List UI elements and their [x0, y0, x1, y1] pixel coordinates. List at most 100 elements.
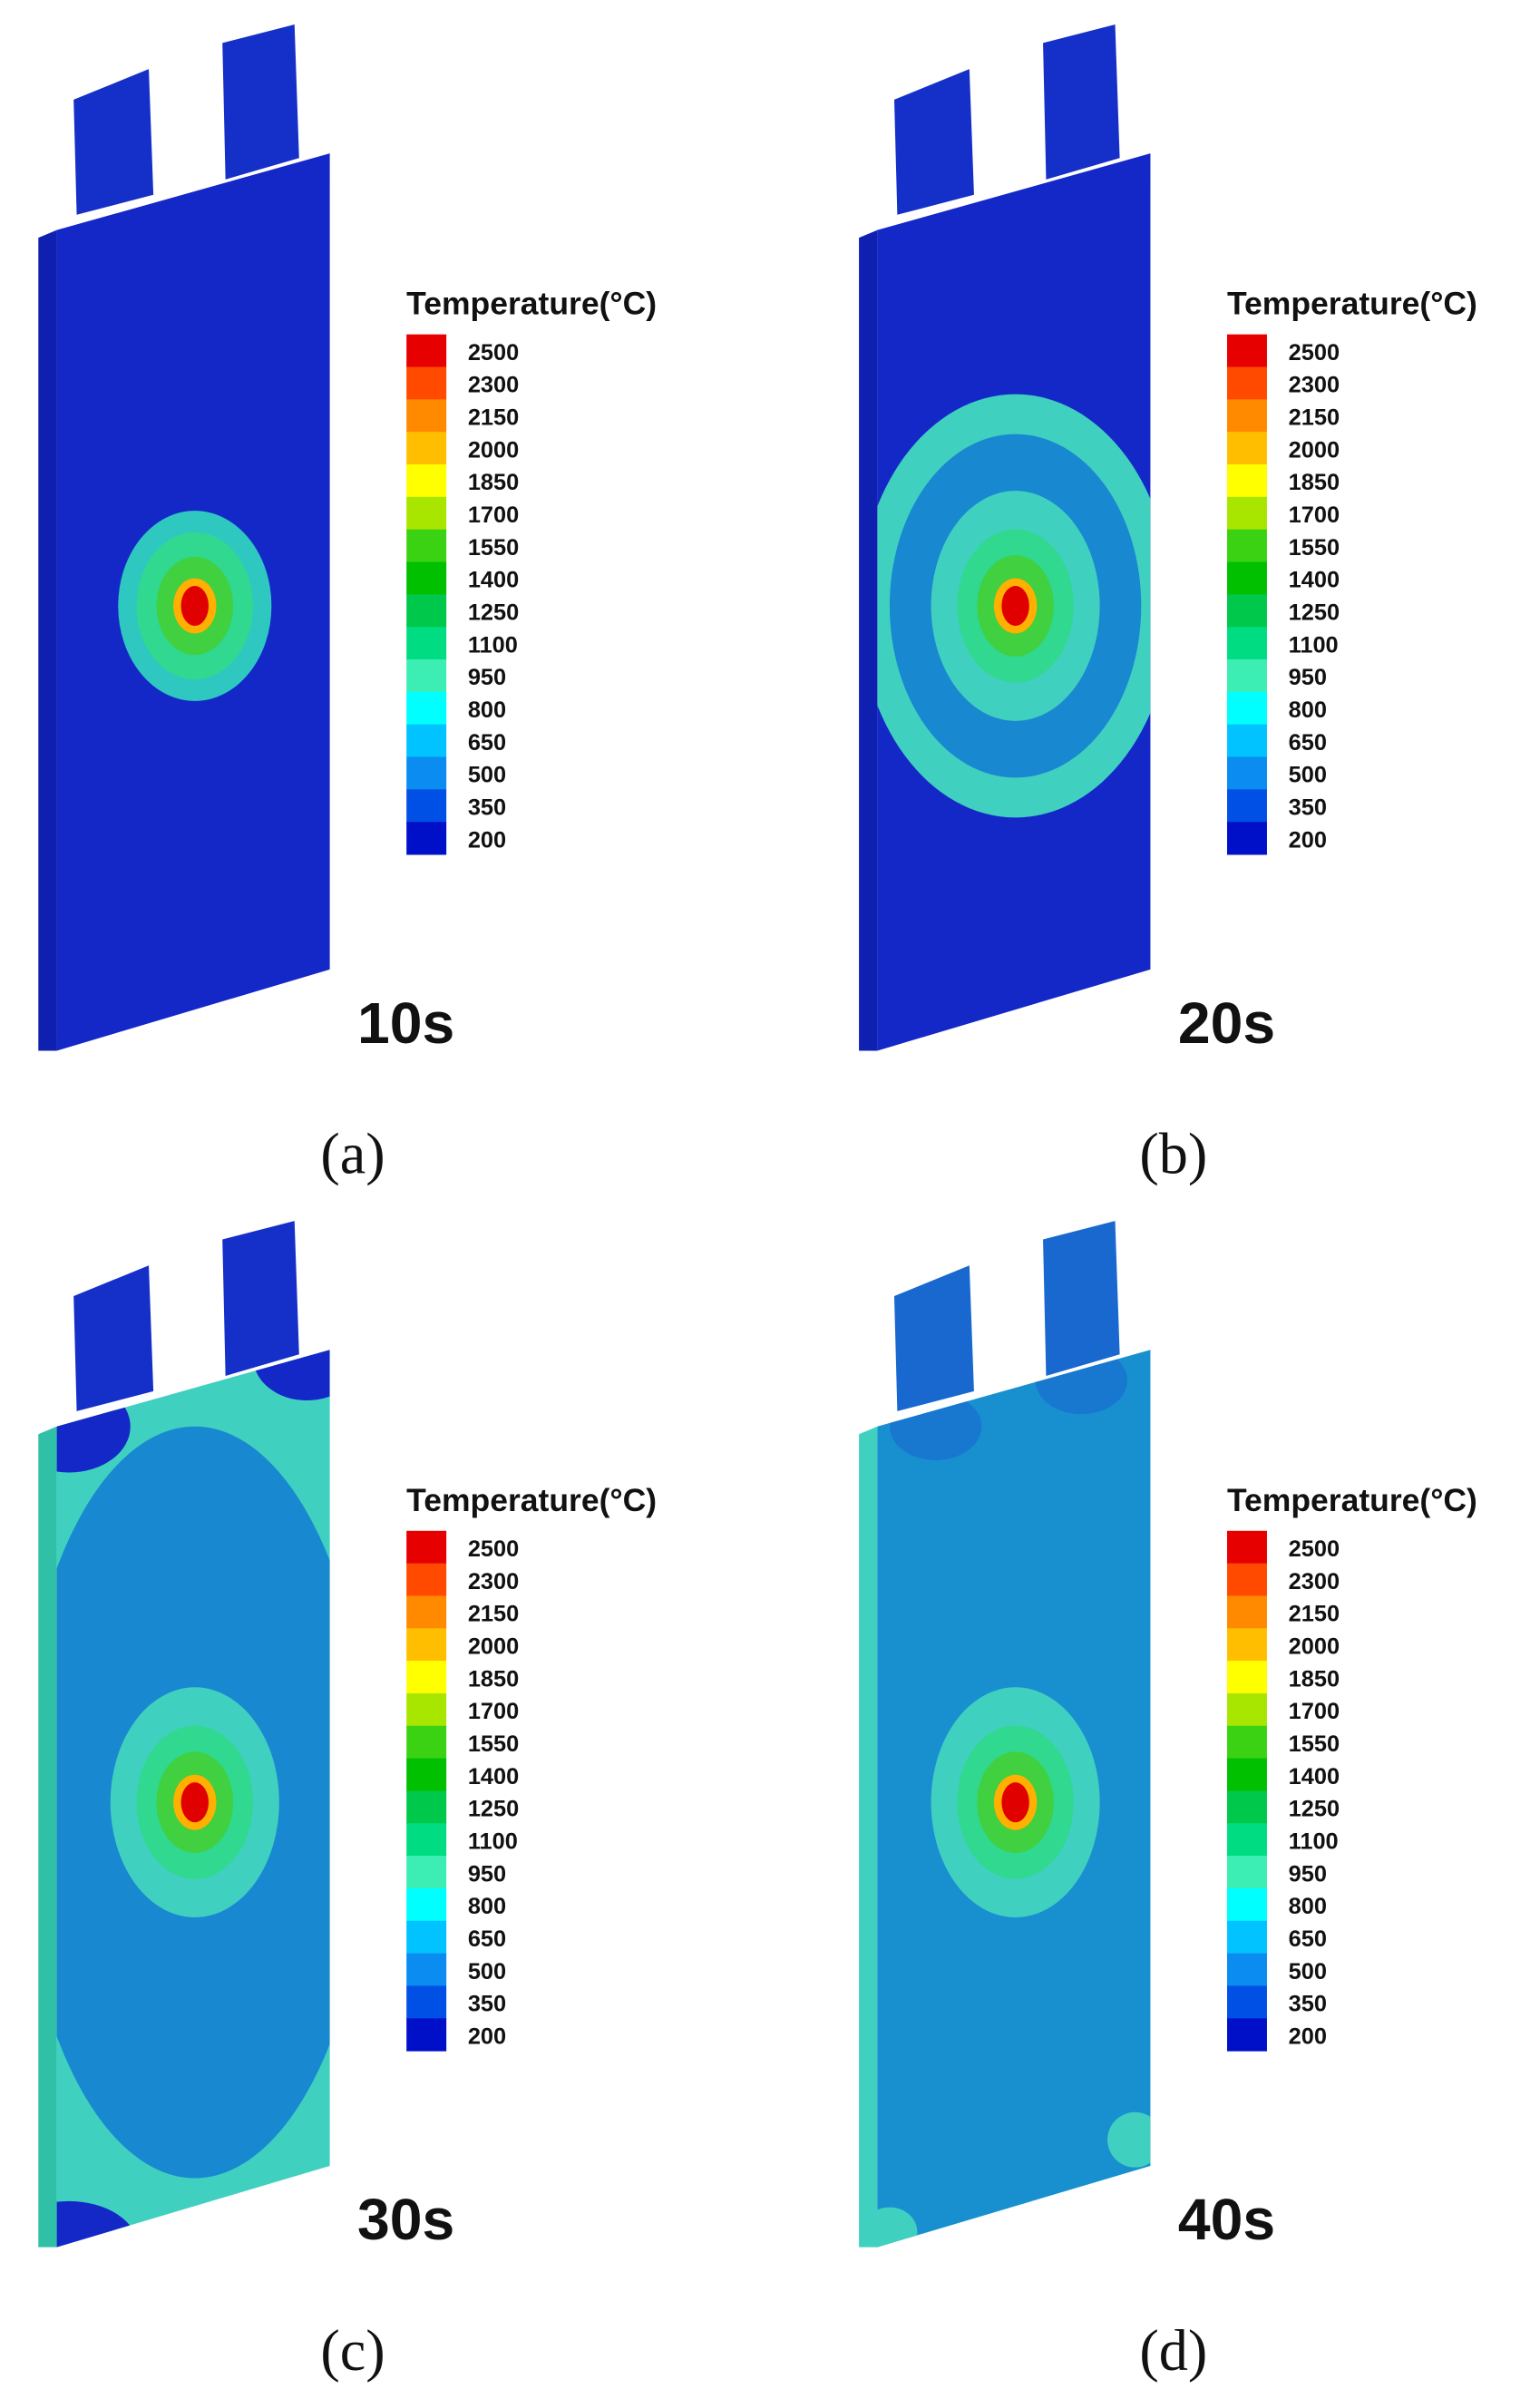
legend-label: 2300 [468, 373, 519, 398]
legend-swatch [406, 1530, 447, 1565]
legend-swatch [406, 464, 447, 498]
legend-swatch [1226, 1628, 1267, 1662]
legend-label: 950 [468, 1861, 506, 1887]
legend-swatch [1226, 399, 1267, 433]
legend-label: 650 [468, 1926, 506, 1952]
legend-label: 2000 [468, 437, 519, 463]
legend-swatch [1226, 594, 1267, 628]
legend-label: 2150 [1289, 1602, 1340, 1627]
legend-swatch [406, 1758, 447, 1791]
legend-label: 2150 [468, 1602, 519, 1627]
legend-label: 1250 [1289, 600, 1340, 626]
legend-swatch [1226, 756, 1267, 790]
legend-label: 1550 [1289, 1731, 1340, 1757]
legend-label: 1700 [468, 1699, 519, 1724]
legend-label: 200 [468, 827, 506, 853]
legend-label: 1550 [468, 1731, 519, 1757]
legend-label: 2000 [1289, 1633, 1340, 1659]
legend-label: 1400 [468, 568, 519, 593]
legend-swatch [406, 1595, 447, 1629]
legend-label: 500 [1289, 763, 1327, 788]
legend-swatch [1226, 1758, 1267, 1791]
legend-swatch [406, 627, 447, 660]
legend-swatch [1226, 789, 1267, 823]
legend-label: 950 [1289, 1861, 1327, 1887]
legend-swatch [406, 1790, 447, 1824]
battery-plot [38, 1221, 330, 2248]
legend-label: 950 [468, 665, 506, 690]
legend-swatch [406, 366, 447, 400]
legend-swatch [406, 594, 447, 628]
legend-label: 650 [1289, 1926, 1327, 1952]
legend-swatch [406, 1563, 447, 1596]
panel-caption: (b) [1139, 1122, 1207, 1186]
panel-caption: (a) [320, 1122, 385, 1186]
legend-label: 2500 [468, 340, 519, 366]
legend-swatch [406, 1692, 447, 1727]
legend-label: 2300 [1289, 373, 1340, 398]
legend-label: 1400 [468, 1764, 519, 1789]
legend-label: 500 [468, 763, 506, 788]
legend-label: 800 [1289, 697, 1327, 723]
legend-label: 2300 [468, 1569, 519, 1594]
battery-plot [859, 1221, 1151, 2248]
legend-swatch [1226, 1530, 1267, 1565]
legend-swatch [406, 1953, 447, 1986]
legend-label: 500 [1289, 1959, 1327, 1985]
legend-title: Temperature(°C) [1227, 1482, 1477, 1518]
legend-label: 350 [1289, 795, 1327, 821]
legend-swatch [406, 496, 447, 531]
legend-swatch [1226, 529, 1267, 563]
legend-label: 1550 [1289, 535, 1340, 561]
legend-swatch [1226, 366, 1267, 400]
legend-label: 1700 [468, 502, 519, 528]
legend-swatch [1226, 691, 1267, 726]
legend-label: 650 [468, 730, 506, 756]
legend-swatch [1226, 1563, 1267, 1596]
legend-label: 800 [1289, 1894, 1327, 1919]
legend-swatch [1226, 2018, 1267, 2052]
legend-swatch [1226, 496, 1267, 531]
legend-swatch [1226, 334, 1267, 368]
legend-label: 1550 [468, 535, 519, 561]
legend-swatch [1226, 1790, 1267, 1824]
legend-swatch [1226, 724, 1267, 757]
legend-swatch [406, 1887, 447, 1922]
legend-swatch [406, 561, 447, 595]
legend-label: 1850 [468, 1666, 519, 1692]
panel-caption: (d) [1139, 2318, 1207, 2383]
legend-swatch [406, 789, 447, 823]
legend-swatch [406, 1920, 447, 1955]
legend-label: 500 [468, 1959, 506, 1985]
legend-label: 2300 [1289, 1569, 1340, 1594]
legend-label: 1250 [468, 1797, 519, 1822]
legend-label: 1400 [1289, 568, 1340, 593]
legend-label: 200 [1289, 2024, 1327, 2049]
legend-label: 2000 [468, 1633, 519, 1659]
legend-swatch [1226, 1661, 1267, 1694]
legend-swatch [406, 432, 447, 465]
legend-label: 2500 [1289, 340, 1340, 366]
legend-swatch [1226, 1856, 1267, 1889]
battery-plot [859, 24, 1151, 1051]
legend-label: 1250 [1289, 1797, 1340, 1822]
legend-swatch [406, 529, 447, 563]
legend-label: 350 [468, 795, 506, 821]
legend-swatch [406, 1985, 447, 2019]
legend-label: 800 [468, 1894, 506, 1919]
legend-swatch [406, 658, 447, 693]
legend-label: 1850 [1289, 1666, 1340, 1692]
time-label: 40s [1178, 2187, 1275, 2252]
legend-label: 200 [468, 2024, 506, 2049]
legend-swatch [1226, 627, 1267, 660]
legend-swatch [406, 399, 447, 433]
legend-swatch [406, 1661, 447, 1694]
legend-label: 200 [1289, 827, 1327, 853]
legend-title: Temperature(°C) [1227, 286, 1477, 322]
legend-label: 2150 [468, 405, 519, 431]
legend-swatch [406, 1856, 447, 1889]
legend-swatch [1226, 432, 1267, 465]
legend-label: 1700 [1289, 502, 1340, 528]
legend-swatch [1226, 1725, 1267, 1760]
